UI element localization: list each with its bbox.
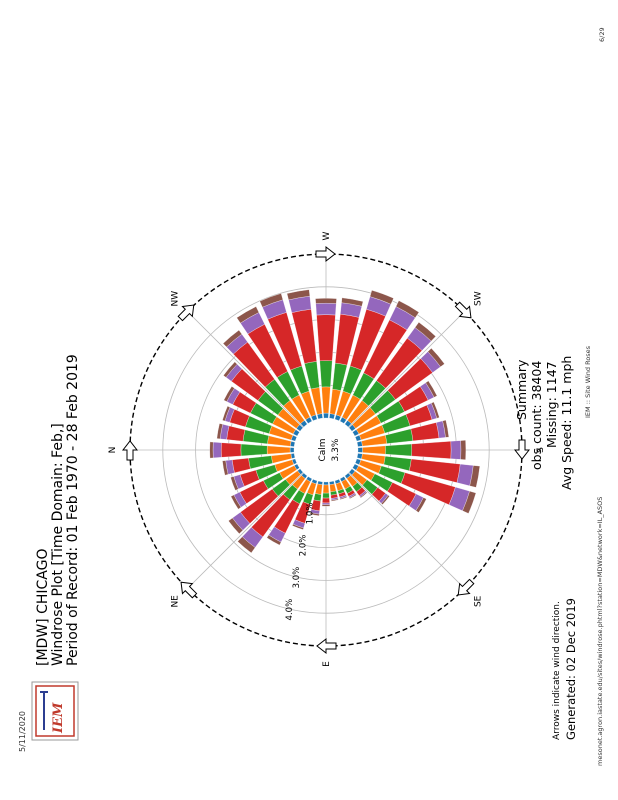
bar-0-s5	[212, 441, 222, 459]
bar-330-s6	[223, 386, 235, 402]
bar-350-s4	[226, 425, 246, 442]
bar-180-s1	[357, 447, 363, 453]
bar-320-s6	[223, 361, 238, 378]
bar-130-s6	[360, 491, 368, 499]
direction-arrow-n	[121, 440, 139, 461]
bar-140-s6	[381, 495, 390, 505]
bar-160-s6	[462, 491, 477, 514]
calm-value: 3.3%	[331, 438, 341, 461]
ring-label-3: 3.0%	[292, 567, 302, 589]
bar-290-s6	[259, 293, 284, 308]
bar-280-s6	[286, 289, 310, 301]
iem-logo: IEM	[30, 680, 80, 742]
bar-10-s4	[232, 457, 251, 473]
direction-label-n: N	[108, 447, 118, 454]
bar-110-s6	[339, 496, 348, 500]
bar-310-s6	[222, 329, 243, 348]
bar-0-s4	[221, 442, 242, 458]
bar-120-s6	[349, 493, 357, 500]
bar-200-s6	[431, 401, 440, 419]
bar-220-s6	[427, 348, 445, 368]
direction-label-se: SE	[473, 595, 483, 607]
spoke-45	[187, 472, 304, 589]
bar-90-s1	[323, 481, 329, 486]
bar-190-s6	[442, 419, 449, 438]
bar-270-s3	[319, 360, 333, 388]
bar-270-s6	[315, 298, 337, 304]
bar-0-s1	[289, 447, 295, 453]
bar-20-s6	[230, 476, 239, 491]
bar-190-s4	[410, 422, 440, 442]
bar-230-s6	[414, 322, 436, 342]
direction-label-nw: NW	[171, 291, 181, 307]
bar-70-s6	[292, 523, 304, 530]
bar-260-s6	[341, 297, 364, 307]
logo-text: IEM	[51, 702, 66, 734]
bar-180-s2	[362, 445, 386, 455]
bar-80-s3	[313, 493, 322, 502]
bar-270-s2	[321, 386, 331, 414]
spoke-135	[348, 472, 465, 589]
bar-0-s6	[209, 441, 214, 459]
bar-90-s6	[321, 504, 331, 507]
bar-90-s4	[322, 497, 330, 504]
direction-arrow-w	[315, 245, 336, 263]
spoke-315	[187, 311, 304, 428]
bar-180-s6	[460, 440, 467, 460]
ring-label-2: 2.0%	[299, 535, 309, 557]
bar-0-s2	[266, 445, 291, 455]
bar-0-s3	[240, 443, 268, 457]
direction-arrow-ne	[180, 581, 198, 599]
bar-250-s6	[369, 290, 394, 305]
bar-180-s5	[450, 440, 462, 460]
bar-340-s6	[222, 405, 231, 422]
direction-label-w: W	[322, 231, 332, 240]
bar-300-s6	[236, 306, 260, 324]
bar-30-s6	[230, 494, 242, 510]
bar-40-s6	[228, 517, 244, 534]
bar-10-s6	[222, 460, 229, 476]
ring-label-1: 1.0%	[306, 503, 316, 525]
bar-80-s6	[309, 512, 320, 516]
bar-90-s2	[322, 484, 330, 494]
calm-label: Calm	[318, 438, 328, 461]
direction-label-s: S	[536, 447, 546, 453]
direction-arrow-e	[316, 637, 337, 655]
bar-100-s2	[329, 483, 337, 493]
bar-270-s5	[315, 303, 337, 316]
calm-circle	[295, 419, 357, 481]
bar-270-s1	[323, 412, 329, 419]
bar-210-s6	[425, 380, 438, 398]
direction-label-e: E	[322, 661, 332, 667]
bar-50-s6	[237, 536, 256, 554]
bar-170-s6	[469, 465, 480, 488]
ring-label-4: 4.0%	[285, 599, 295, 621]
bar-180-s3	[385, 443, 412, 457]
bar-150-s6	[415, 497, 427, 513]
spoke-225	[348, 311, 465, 428]
bar-270-s4	[316, 314, 336, 361]
direction-arrow-sw	[454, 301, 472, 319]
bar-90-s5	[322, 502, 330, 505]
bar-90-s3	[322, 492, 330, 499]
direction-arrow-se	[457, 578, 475, 596]
bar-240-s6	[395, 300, 420, 318]
bar-350-s6	[216, 423, 223, 440]
bar-80-s2	[314, 483, 323, 495]
direction-label-sw: SW	[473, 291, 483, 306]
direction-arrow-s	[513, 439, 531, 460]
direction-arrow-nw	[177, 304, 195, 322]
direction-label-ne: NE	[171, 595, 181, 608]
bar-60-s6	[266, 534, 282, 546]
bar-180-s4	[411, 441, 452, 459]
bar-100-s6	[331, 498, 339, 502]
